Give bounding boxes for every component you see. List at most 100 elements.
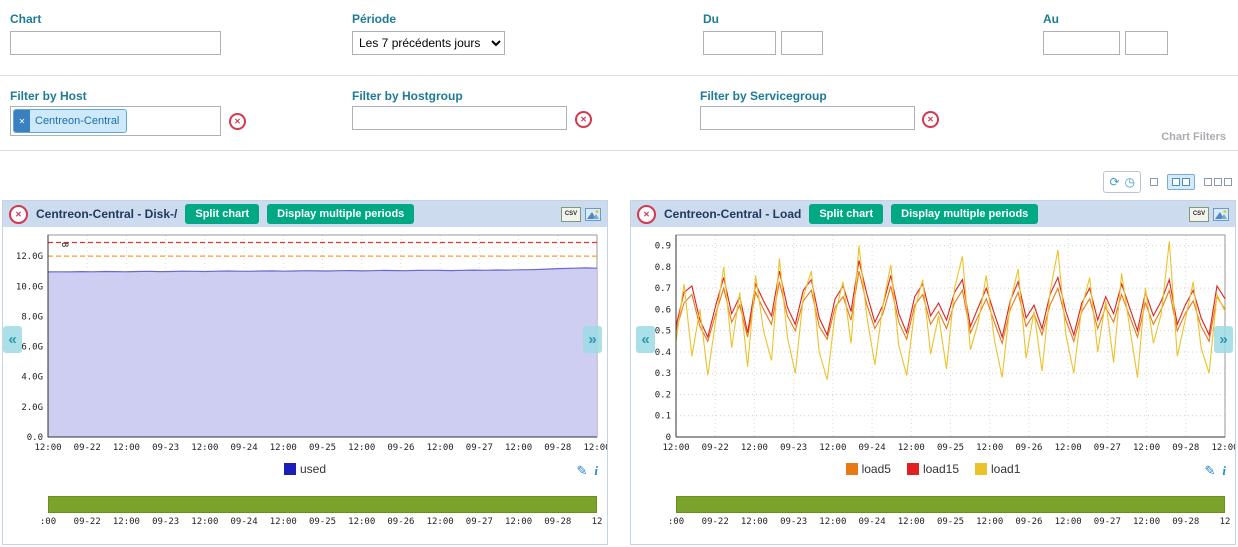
svg-text:09-27: 09-27 [466,443,493,453]
csv-export-icon[interactable]: CSV [1189,206,1209,222]
host-filter-input[interactable]: ✕ Centreon-Central [10,106,221,136]
refresh-icon[interactable]: ⟳ [1109,175,1120,189]
split-chart-button[interactable]: Split chart [809,204,884,224]
disk-chart-legend: used [3,462,607,476]
legend-label-load5: load5 [861,462,891,476]
chart-filters-caption: Chart Filters [1161,131,1226,143]
close-load-chart-icon[interactable]: ✕ [637,204,656,224]
host-tag-chip: ✕ Centreon-Central [13,109,128,133]
disk-usage-chart[interactable]: 12:00 09-22 12:00 09-23 12:00 09-24 12:00 09-25… [3,229,607,459]
legend-item-load1[interactable]: load1 [975,462,1020,476]
refresh-controls: ⟳ ◷ [1103,171,1141,193]
svg-text:12.0G: 12.0G [16,252,43,262]
svg-text:0.9: 0.9 [655,242,671,252]
filter-by-servicegroup-label: Filter by Servicegroup [700,89,827,103]
info-icon[interactable]: i [1222,463,1226,478]
csv-export-icon[interactable]: CSV [561,206,581,222]
svg-text:0.2: 0.2 [655,390,671,400]
svg-text:12:00: 12:00 [348,443,375,453]
svg-text:12:00: 12:00 [34,443,61,453]
svg-text:6.0G: 6.0G [21,343,43,353]
filter-by-hostgroup-label: Filter by Hostgroup [352,89,463,103]
disk-chart-actions: ✎ i [576,463,598,479]
chart-filter-label: Chart [10,12,42,26]
image-export-icon[interactable] [585,207,601,221]
svg-text:12:00: 12:00 [583,443,607,453]
du-label: Du [703,12,719,26]
split-chart-button[interactable]: Split chart [185,204,260,224]
hostgroup-filter-input[interactable] [352,106,567,130]
chart-filter-input[interactable] [10,31,221,55]
svg-text:09-27: 09-27 [1094,443,1121,453]
legend-item-load5[interactable]: load5 [845,462,891,476]
host-tag-label: Centreon-Central [35,115,120,127]
svg-text:12:00: 12:00 [191,443,218,453]
load-next-period-button[interactable]: » [1214,326,1233,353]
svg-text:09-24: 09-24 [859,443,886,453]
load-prev-period-button[interactable]: « [636,326,655,353]
du-time-input[interactable] [781,31,823,55]
disk-prev-period-button[interactable]: « [3,326,22,353]
svg-text:12:00: 12:00 [427,443,454,453]
svg-text:09-26: 09-26 [387,443,414,453]
svg-text:09-22: 09-22 [74,443,101,453]
chart-panel-disk: ✕ Centreon-Central - Disk-/ Split chart … [2,200,608,545]
legend-item-load15[interactable]: load15 [906,462,960,476]
svg-text:0.3: 0.3 [655,369,671,379]
display-multiple-periods-button[interactable]: Display multiple periods [891,204,1039,224]
disk-chart-header: ✕ Centreon-Central - Disk-/ Split chart … [3,201,607,227]
au-time-input[interactable] [1125,31,1168,55]
clear-hostgroup-filter-icon[interactable]: ✕ [575,111,592,128]
svg-text:09-23: 09-23 [780,443,807,453]
edit-chart-icon[interactable]: ✎ [1204,463,1216,478]
layout-two-columns-button[interactable] [1167,174,1195,190]
du-date-input[interactable] [703,31,776,55]
load-status-timeline [676,496,1225,513]
periode-label: Période [352,12,397,26]
svg-text:09-28: 09-28 [1172,443,1199,453]
clear-host-filter-icon[interactable]: ✕ [229,113,246,130]
edit-chart-icon[interactable]: ✎ [576,463,588,478]
svg-text:0.6: 0.6 [655,305,671,315]
servicegroup-filter-input[interactable] [700,106,915,130]
svg-text:0.7: 0.7 [655,284,671,294]
svg-text:12:00: 12:00 [819,443,846,453]
svg-text:12:00: 12:00 [270,443,297,453]
chart-panel-load: ✕ Centreon-Central - Load Split chart Di… [630,200,1236,545]
svg-text:0.0: 0.0 [27,433,43,443]
load-chart-header: ✕ Centreon-Central - Load Split chart Di… [631,201,1235,227]
clear-servicegroup-filter-icon[interactable]: ✕ [922,111,939,128]
periode-select[interactable]: Les 7 précédents jours [352,31,505,55]
used-swatch [283,463,296,475]
svg-text:12:00: 12:00 [113,443,140,453]
svg-text:12:00: 12:00 [1133,443,1160,453]
load-chart-legend: load5 load15 load1 [631,462,1235,476]
graph-toolbar: ⟳ ◷ [1103,171,1232,193]
info-icon[interactable]: i [594,463,598,478]
svg-text:09-24: 09-24 [231,443,258,453]
disk-next-period-button[interactable]: » [583,326,602,353]
svg-text:12:00: 12:00 [1055,443,1082,453]
load-chart[interactable]: 12:00 09-22 12:00 09-23 12:00 09-24 12:00 09-25… [631,229,1235,459]
display-multiple-periods-button[interactable]: Display multiple periods [267,204,415,224]
filter-by-host-label: Filter by Host [10,89,87,103]
filter-divider-2 [0,150,1238,151]
svg-text:12:00: 12:00 [1211,443,1235,453]
svg-text:09-22: 09-22 [702,443,729,453]
au-label: Au [1043,12,1059,26]
svg-text:09-26: 09-26 [1015,443,1042,453]
layout-one-column-button[interactable] [1150,178,1158,186]
svg-text:8: 8 [59,242,69,247]
svg-text:0.5: 0.5 [655,327,671,337]
layout-three-columns-button[interactable] [1204,178,1232,186]
au-date-input[interactable] [1043,31,1120,55]
svg-text:12:00: 12:00 [976,443,1003,453]
one-column-icon [1150,178,1158,186]
image-export-icon[interactable] [1213,207,1229,221]
auto-refresh-icon[interactable]: ◷ [1124,175,1135,189]
remove-host-tag-icon[interactable]: ✕ [14,110,30,132]
load-chart-title: Centreon-Central - Load [664,207,802,221]
legend-label-load15: load15 [922,462,960,476]
legend-item-used[interactable]: used [283,462,326,476]
close-disk-chart-icon[interactable]: ✕ [9,204,28,224]
